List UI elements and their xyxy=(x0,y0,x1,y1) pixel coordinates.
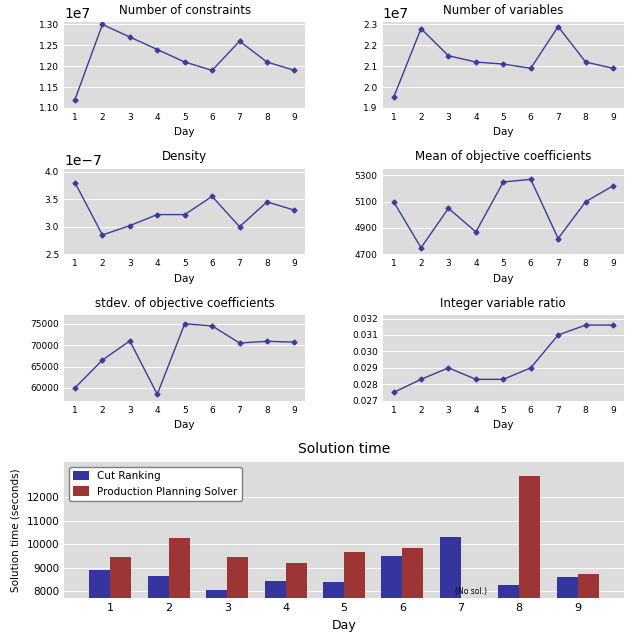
Bar xyxy=(285,563,307,640)
Bar xyxy=(111,557,131,640)
Bar xyxy=(498,586,519,640)
Title: Solution time: Solution time xyxy=(298,442,390,456)
Title: Density: Density xyxy=(162,150,207,163)
Bar xyxy=(264,580,285,640)
Bar xyxy=(440,537,461,640)
Bar xyxy=(519,476,540,640)
X-axis label: Day: Day xyxy=(493,420,513,430)
Title: Number of variables: Number of variables xyxy=(443,4,563,17)
Bar xyxy=(403,548,424,640)
X-axis label: Day: Day xyxy=(332,619,356,632)
Y-axis label: Solution time (seconds): Solution time (seconds) xyxy=(11,468,21,592)
X-axis label: Day: Day xyxy=(175,274,195,284)
Bar xyxy=(169,538,190,640)
Legend: Cut Ranking, Production Planning Solver: Cut Ranking, Production Planning Solver xyxy=(69,467,242,501)
Bar xyxy=(577,573,598,640)
Bar xyxy=(148,576,169,640)
Title: Mean of objective coefficients: Mean of objective coefficients xyxy=(415,150,591,163)
Text: (No sol.): (No sol.) xyxy=(455,587,487,596)
Bar xyxy=(344,552,365,640)
Title: stdev. of objective coefficients: stdev. of objective coefficients xyxy=(95,297,275,310)
Bar xyxy=(323,582,344,640)
X-axis label: Day: Day xyxy=(493,127,513,138)
Bar xyxy=(557,577,577,640)
Bar xyxy=(90,570,111,640)
X-axis label: Day: Day xyxy=(175,127,195,138)
Title: Number of constraints: Number of constraints xyxy=(118,4,251,17)
Title: Integer variable ratio: Integer variable ratio xyxy=(440,297,566,310)
X-axis label: Day: Day xyxy=(493,274,513,284)
Bar xyxy=(227,557,248,640)
Bar xyxy=(381,556,403,640)
Bar xyxy=(206,590,227,640)
X-axis label: Day: Day xyxy=(175,420,195,430)
